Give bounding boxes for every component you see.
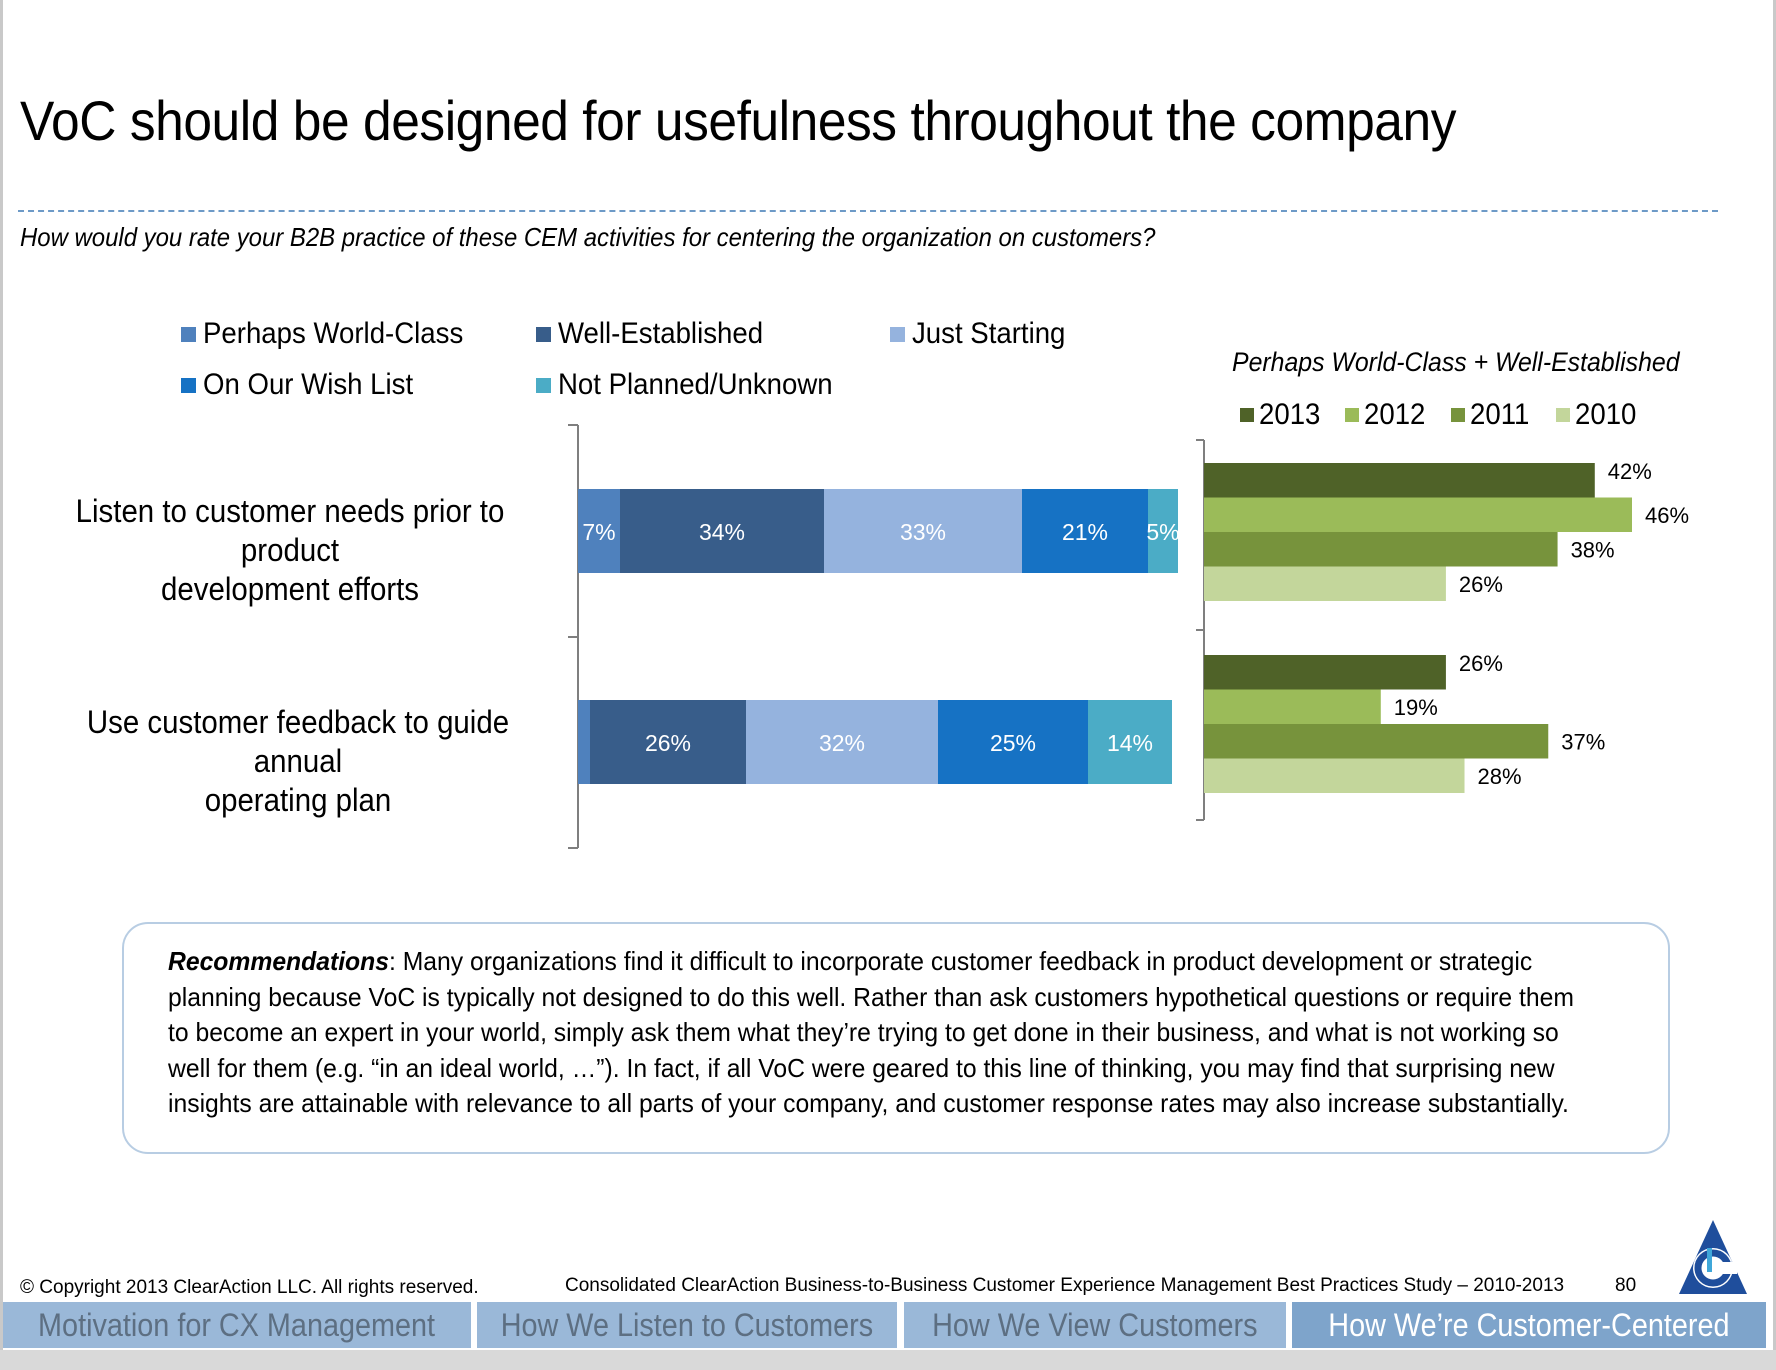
stacked-bar-data-label: 25%	[990, 730, 1036, 756]
legend-label: Just Starting	[912, 317, 1066, 350]
green-bar	[1204, 463, 1595, 498]
legend-2011: 2011	[1451, 398, 1535, 432]
tab-how-we-listen-to-customers[interactable]: How We Listen to Customers	[477, 1302, 897, 1348]
tab-how-were-customer-centered[interactable]: How We’re Customer-Centered	[1292, 1302, 1766, 1348]
legend-not-planned-unknown: Not Planned/Unknown	[536, 368, 857, 402]
page-title: VoC should be designed for usefulness th…	[20, 89, 1456, 152]
green-bar	[1204, 497, 1632, 532]
green-bar	[1204, 532, 1558, 567]
title-divider	[18, 210, 1718, 212]
green-bar	[1204, 689, 1381, 724]
recommendations-body: : Many organizations find it difficult t…	[168, 946, 1574, 1118]
slide-frame-left	[0, 0, 3, 1370]
stacked-bar-data-label: 7%	[582, 519, 615, 545]
section-nav: Motivation for CX Management How We List…	[0, 1302, 1776, 1350]
tab-label: How We’re Customer-Centered	[1328, 1306, 1730, 1343]
green-bar	[1204, 758, 1465, 793]
legend-swatch	[1240, 408, 1254, 422]
survey-question: How would you rate your B2B practice of …	[20, 222, 1156, 252]
stacked-bar-data-label: 14%	[1107, 730, 1153, 756]
stacked-bar-segment	[1148, 489, 1178, 573]
page-number: 80	[1615, 1275, 1637, 1296]
recommendations-label: Recommendations	[168, 946, 389, 976]
category-label-feedback: Use customer feedback to guide annual ope…	[18, 703, 578, 820]
legend-perhaps-world-class: Perhaps World-Class	[181, 317, 486, 351]
green-bar-data-label: 26%	[1459, 572, 1503, 597]
tab-motivation-for-cx-management[interactable]: Motivation for CX Management	[3, 1302, 471, 1348]
legend-swatch	[890, 326, 905, 342]
legend-swatch	[1556, 408, 1570, 422]
stacked-bar-data-label: 5%	[1146, 519, 1179, 545]
legend-2013: 2013	[1240, 398, 1326, 432]
legend-swatch	[1345, 408, 1359, 422]
stacked-bar-segment	[1022, 489, 1148, 573]
stacked-bar-segment	[824, 489, 1022, 573]
stacked-bar-segment	[620, 489, 824, 573]
legend-label: 2011	[1470, 398, 1530, 431]
legend-label: 2010	[1575, 398, 1637, 431]
stacked-bar-data-label: 33%	[900, 519, 946, 545]
legend-label: On Our Wish List	[203, 368, 414, 401]
legend-2012: 2012	[1345, 398, 1431, 432]
legend-well-established: Well-Established	[536, 317, 781, 351]
stacked-bar-segment	[578, 700, 590, 784]
legend-on-our-wish-list: On Our Wish List	[181, 368, 431, 402]
green-bar-data-label: 42%	[1608, 459, 1652, 484]
stacked-bar-segment	[590, 700, 746, 784]
tab-label: How We Listen to Customers	[500, 1306, 874, 1343]
stacked-bar-data-label: 26%	[645, 730, 691, 756]
recommendations-text: Recommendations: Many organizations find…	[168, 944, 1574, 1122]
legend-swatch	[181, 326, 196, 342]
study-title: Consolidated ClearAction Business-to-Bus…	[565, 1275, 1565, 1296]
legend-label: 2013	[1259, 398, 1321, 431]
bottom-strip	[0, 1350, 1776, 1370]
stacked-bar-segment	[746, 700, 938, 784]
legend-swatch	[1451, 408, 1465, 422]
stacked-bar-data-label: 34%	[699, 519, 745, 545]
category-label-text: Listen to customer needs prior to produc…	[75, 493, 505, 607]
green-bar	[1204, 724, 1549, 759]
legend-label: Not Planned/Unknown	[558, 368, 833, 401]
green-bar	[1204, 655, 1446, 690]
green-bar-data-label: 28%	[1478, 764, 1522, 789]
green-bar-data-label: 19%	[1394, 695, 1438, 720]
recommendations-box	[122, 922, 1670, 1154]
green-bar-data-label: 38%	[1571, 537, 1615, 562]
legend-swatch	[181, 377, 196, 393]
legend-2010: 2010	[1556, 398, 1642, 432]
clearaction-logo-icon	[1679, 1220, 1747, 1294]
green-bar-data-label: 37%	[1561, 729, 1605, 754]
slide-frame-right	[1773, 0, 1776, 1370]
green-bar	[1204, 566, 1446, 601]
chart-canvas: 7% 34% 33% 21% 5% 26% 32% 25% 14% 42% 46% 38% 26% 26%…	[568, 424, 1689, 849]
stacked-bar-data-label: 32%	[819, 730, 865, 756]
tab-label: Motivation for CX Management	[38, 1306, 436, 1343]
legend-swatch	[536, 326, 551, 342]
green-bar-data-label: 26%	[1459, 651, 1503, 676]
category-label-listen: Listen to customer needs prior to produc…	[10, 492, 570, 609]
copyright-text: © Copyright 2013 ClearAction LLC. All ri…	[20, 1277, 479, 1298]
stacked-bar-segment	[1088, 700, 1172, 784]
category-label-text: Use customer feedback to guide annual ope…	[86, 704, 510, 818]
legend-swatch	[536, 377, 551, 393]
tab-how-we-view-customers[interactable]: How We View Customers	[904, 1302, 1286, 1348]
legend-just-starting: Just Starting	[890, 317, 1079, 351]
legend-label: Well-Established	[558, 317, 764, 350]
stacked-bar-segment	[578, 489, 620, 573]
legend-label: 2012	[1364, 398, 1426, 431]
tab-label: How We View Customers	[932, 1306, 1258, 1343]
stacked-bar-data-label: 21%	[1062, 519, 1108, 545]
legend-label: Perhaps World-Class	[203, 317, 464, 350]
green-chart-title: Perhaps World-Class + Well-Established	[1232, 347, 1680, 377]
green-bar-data-label: 46%	[1645, 503, 1689, 528]
stacked-bar-segment	[938, 700, 1088, 784]
